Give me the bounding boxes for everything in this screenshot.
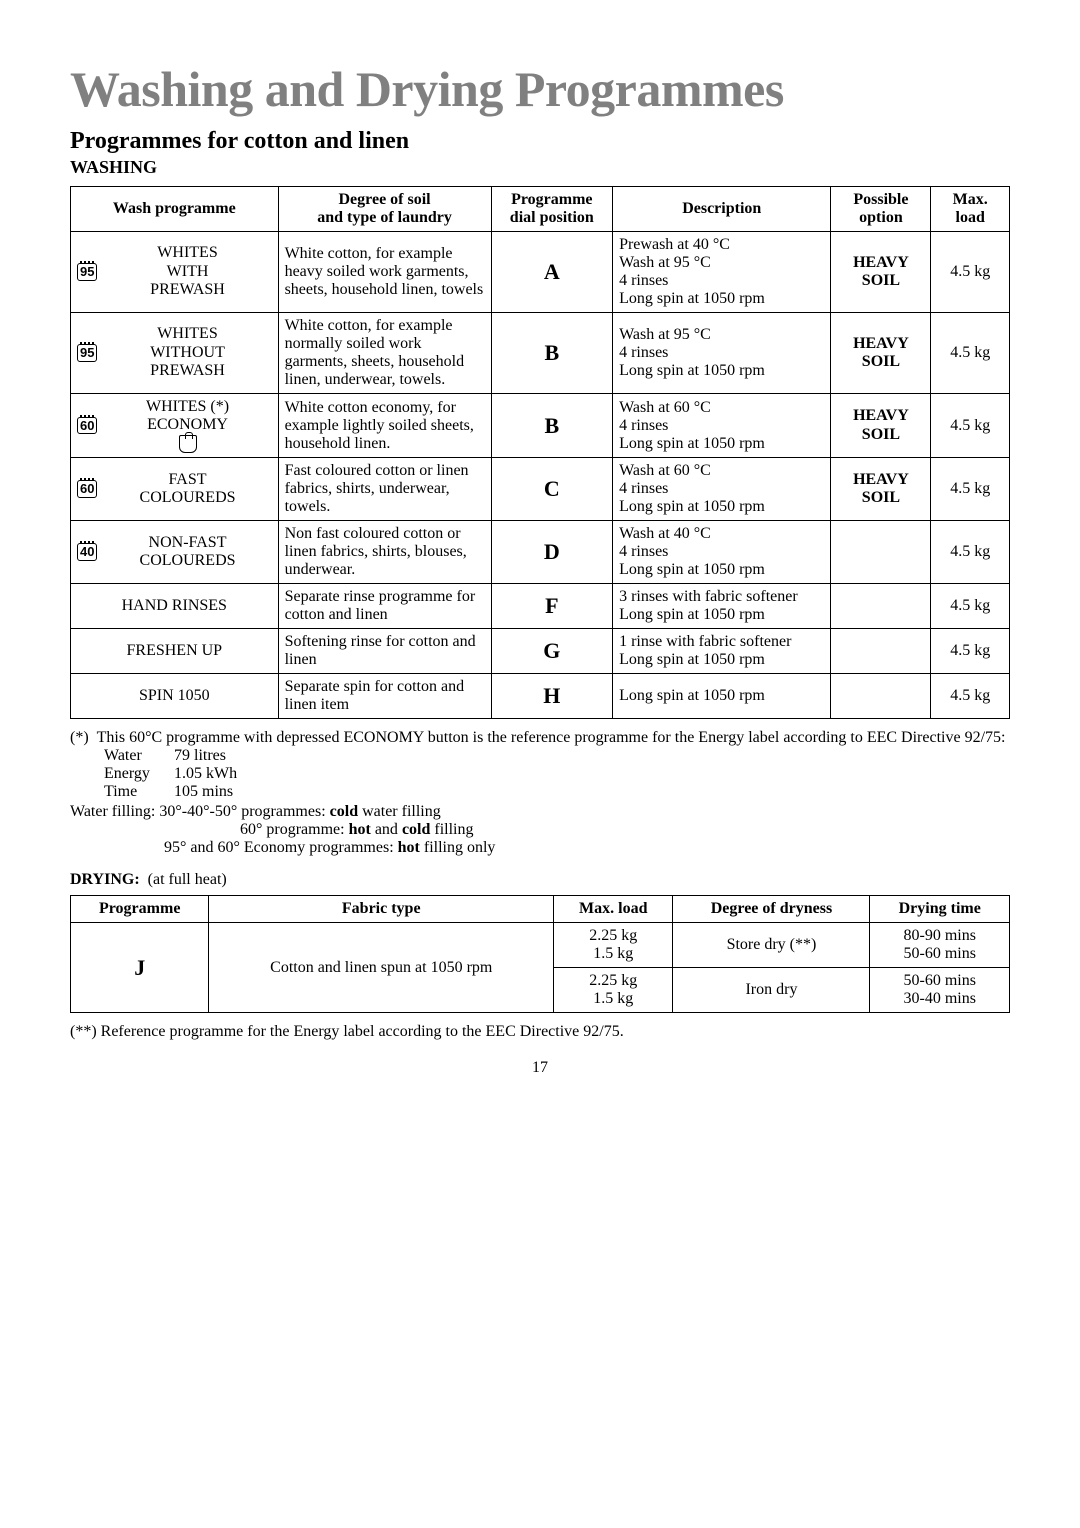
table-row: SPIN 1050Separate spin for cotton and li… [71,674,1010,719]
col-drytime: Drying time [870,896,1010,923]
washtub-icon: 60 [77,417,97,435]
table-row: 95WHITES WITH PREWASHWhite cotton, for e… [71,232,1010,313]
drying-dryness-0: Store dry (**) [673,923,870,968]
washing-table: Wash programme Degree of soil and type o… [70,186,1010,719]
drying-table: Programme Fabric type Max. load Degree o… [70,895,1010,1013]
drying-fabric: Cotton and linen spun at 1050 rpm [209,923,554,1013]
table-row: HAND RINSESSeparate rinse programme for … [71,584,1010,629]
page-title: Washing and Drying Programmes [70,60,1010,118]
drying-dryness-1: Iron dry [673,968,870,1013]
footnote-doublestar: (**) Reference programme for the Energy … [70,1023,1010,1041]
drying-time-1: 50-60 mins 30-40 mins [870,968,1010,1013]
page-number: 17 [70,1059,1010,1077]
col-programme: Programme [71,896,209,923]
washtub-icon: 95 [77,344,97,362]
col-maxload: Max. load [554,896,673,923]
table-row: 95WHITES WITHOUT PREWASHWhite cotton, fo… [71,313,1010,394]
water-filling: Water filling: 30°-40°-50° programmes: c… [70,803,1010,857]
drying-load-1: 2.25 kg 1.5 kg [554,968,673,1013]
drying-time-0: 80-90 mins 50-60 mins [870,923,1010,968]
hand-wash-icon [179,435,197,453]
washtub-icon: 95 [77,263,97,281]
col-dryness: Degree of dryness [673,896,870,923]
table-row: 60WHITES (*) ECONOMYWhite cotton economy… [71,394,1010,458]
col-dial: Programme dial position [491,187,613,232]
washtub-icon: 40 [77,543,97,561]
table-row: 40NON-FAST COLOUREDSNon fast coloured co… [71,521,1010,584]
footnote-star: (*) This 60°C programme with depressed E… [70,729,1010,801]
col-degree: Degree of soil and type of laundry [278,187,491,232]
col-description: Description [613,187,831,232]
col-option: Possible option [831,187,931,232]
col-load: Max. load [931,187,1010,232]
washing-heading: WASHING [70,157,1010,178]
table-row: FRESHEN UPSoftening rinse for cotton and… [71,629,1010,674]
table-row: 60FAST COLOUREDSFast coloured cotton or … [71,458,1010,521]
drying-prog: J [71,923,209,1013]
drying-heading: DRYING: (at full heat) [70,871,1010,889]
col-fabric: Fabric type [209,896,554,923]
washtub-icon: 60 [77,480,97,498]
section-title: Programmes for cotton and linen [70,128,1010,155]
drying-load-0: 2.25 kg 1.5 kg [554,923,673,968]
col-wash-programme: Wash programme [71,187,279,232]
